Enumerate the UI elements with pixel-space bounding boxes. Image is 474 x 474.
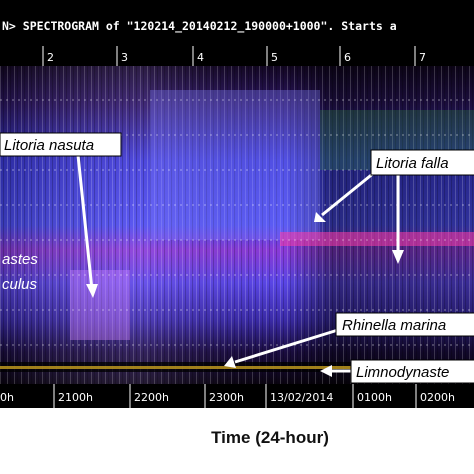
top-tick-label: 4 xyxy=(197,51,204,64)
bottom-tick-label: 2300h xyxy=(209,391,244,404)
bottom-tick-label: 0100h xyxy=(357,391,392,404)
annotation-box xyxy=(335,312,474,337)
bottom-tick-label: 0200h xyxy=(420,391,455,404)
bottom-tick-label: 0h xyxy=(0,391,14,404)
yellow-band xyxy=(0,366,474,369)
annotation: culus xyxy=(2,276,38,293)
annotation-box xyxy=(0,132,122,157)
pink-region xyxy=(70,270,130,340)
bottom-tick-label: 2200h xyxy=(134,391,169,404)
top-tick-label: 6 xyxy=(344,51,351,64)
top-tick-label: 7 xyxy=(419,51,426,64)
top-axis xyxy=(0,44,474,66)
bottom-axis xyxy=(0,384,474,408)
top-tick-label: 5 xyxy=(271,51,278,64)
x-axis-title: Time (24-hour) xyxy=(211,428,329,447)
annotation: Litoria nasuta xyxy=(4,137,94,154)
annotation-box xyxy=(350,359,474,384)
annotation: Limnodynaste xyxy=(356,364,449,381)
header-bar xyxy=(0,0,474,44)
annotation-box xyxy=(370,149,474,176)
bottom-tick-label: 2100h xyxy=(58,391,93,404)
annotation: astes xyxy=(2,251,38,268)
pink-band xyxy=(280,232,474,246)
arrows xyxy=(76,154,404,377)
top-ticks: 2 3 4 5 6 7 xyxy=(42,46,426,66)
top-tick-label: 3 xyxy=(121,51,128,64)
bottom-ticks: 0h 2100h 2200h 2300h 13/02/2014 0100h 0200h xyxy=(0,384,455,408)
header-title: N> SPECTROGRAM of "120214_20140212_19000… xyxy=(2,19,397,34)
bottom-tick-label: 13/02/2014 xyxy=(270,391,333,404)
annotations: Litoria nasuta Litoria falla astes culus… xyxy=(0,132,474,384)
annotation: Rhinella marina xyxy=(342,317,446,334)
top-tick-label: 2 xyxy=(47,51,54,64)
bright-region xyxy=(150,90,320,240)
annotation: Litoria falla xyxy=(376,155,449,172)
